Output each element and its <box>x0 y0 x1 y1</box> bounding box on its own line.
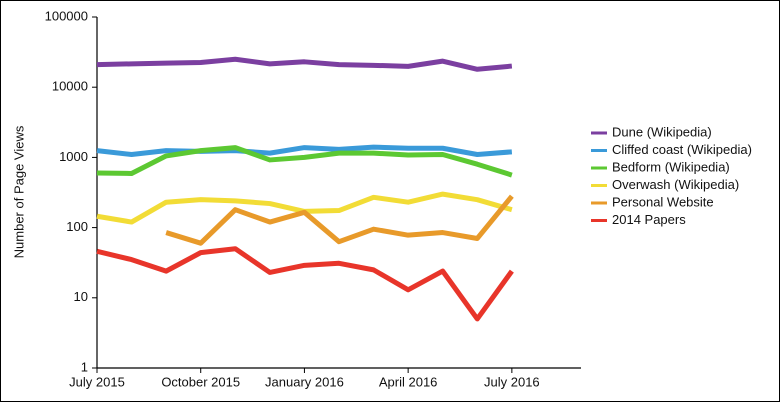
y-tick-label: 100 <box>66 219 88 234</box>
legend-label: 2014 Papers <box>612 212 686 227</box>
legend-label: Dune (Wikipedia) <box>612 124 712 139</box>
legend-label: Personal Website <box>612 194 714 209</box>
x-tick-label: April 2016 <box>379 374 438 389</box>
y-axis-label: Number of Page Views <box>11 125 26 258</box>
series-line <box>96 144 513 157</box>
legend-label: Overwash (Wikipedia) <box>612 177 739 192</box>
y-tick-label: 1000 <box>59 149 88 164</box>
series-line <box>96 56 513 72</box>
legend-label: Cliffed coast (Wikipedia) <box>612 142 752 157</box>
y-tick-label: 1 <box>81 359 88 374</box>
series-line <box>165 194 514 246</box>
x-tick-label: July 2016 <box>484 374 540 389</box>
y-tick-label: 10 <box>74 289 88 304</box>
series-line <box>96 145 513 178</box>
series-line <box>96 246 514 322</box>
x-tick-label: July 2015 <box>69 374 125 389</box>
x-tick-label: January 2016 <box>265 374 344 389</box>
y-tick-label: 100000 <box>45 8 88 23</box>
x-tick-label: October 2015 <box>161 374 240 389</box>
legend-label: Bedform (Wikipedia) <box>612 159 730 174</box>
y-tick-label: 10000 <box>52 79 88 94</box>
